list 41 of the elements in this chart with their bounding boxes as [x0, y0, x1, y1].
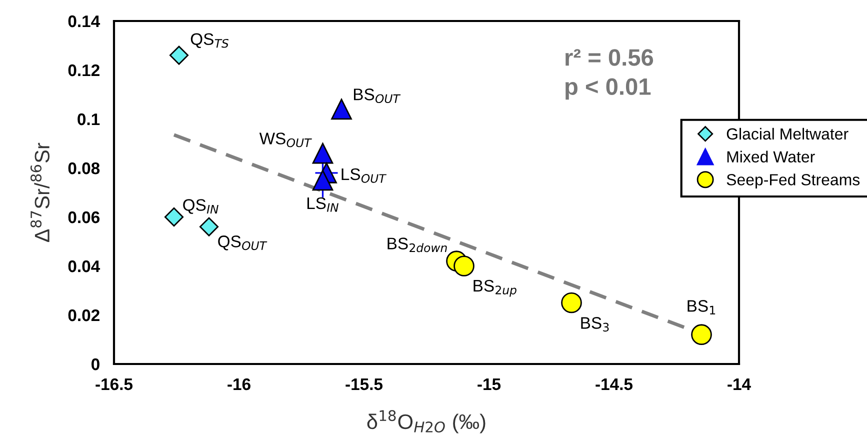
annotation: p < 0.01	[566, 78, 651, 100]
point	[312, 170, 334, 191]
y-tick-label: 0.12	[68, 64, 100, 76]
annotation: LS$_{IN}$	[307, 197, 338, 212]
point	[169, 46, 189, 65]
annotation: BS$_{2up}$	[474, 280, 516, 297]
x-tick-label: -16.5	[96, 378, 133, 390]
x-tick-label: -15	[478, 378, 501, 390]
x-tick-label: -14.5	[596, 378, 633, 390]
y-tick-label: 0.1	[78, 113, 100, 126]
legend-label: Glacial Meltwater	[726, 128, 848, 140]
y-tick-label: 0.04	[68, 260, 100, 272]
y-tick-label: 0.06	[68, 211, 100, 224]
y-tick-label: 0.08	[68, 162, 100, 174]
point	[199, 217, 219, 236]
point	[312, 142, 334, 164]
annotation: BS$_{2down}$	[388, 238, 447, 252]
annotation: QS$_{IN}$	[183, 199, 218, 214]
x-axis-title: δ$^{18}$O$_{H2O}$ (‰)	[367, 410, 486, 434]
annotation: LS$_{OUT}$	[342, 168, 387, 183]
y-axis-title: Δ$^{87}$Sr/$^{86}$Sr	[30, 142, 50, 242]
annotation: BS$_{3}$	[581, 317, 609, 332]
x-tick-label: -15.5	[346, 378, 383, 390]
y-tick-label: 0.14	[68, 15, 100, 28]
point	[331, 98, 352, 120]
annotation: WS$_{OUT}$	[259, 132, 312, 148]
legend-label: Mixed Water	[727, 150, 815, 162]
y-tick-label: 0.02	[68, 309, 100, 322]
point	[164, 207, 184, 227]
annotation: QS$_{OUT}$	[218, 236, 268, 250]
annotation: QS$_{TS}$	[190, 33, 229, 48]
point	[561, 292, 582, 314]
y-tick-label: 0	[92, 358, 100, 370]
legend-label: Seep-Fed Streams	[726, 174, 860, 189]
annotation: BS$_{1}$	[688, 300, 716, 314]
point	[691, 324, 712, 346]
annotation: BS$_{OUT}$	[354, 88, 401, 104]
point	[454, 256, 474, 276]
x-tick-label: -16	[228, 378, 250, 390]
x-tick-label: -14	[728, 378, 751, 390]
annotation: r² = 0.56	[566, 49, 654, 66]
